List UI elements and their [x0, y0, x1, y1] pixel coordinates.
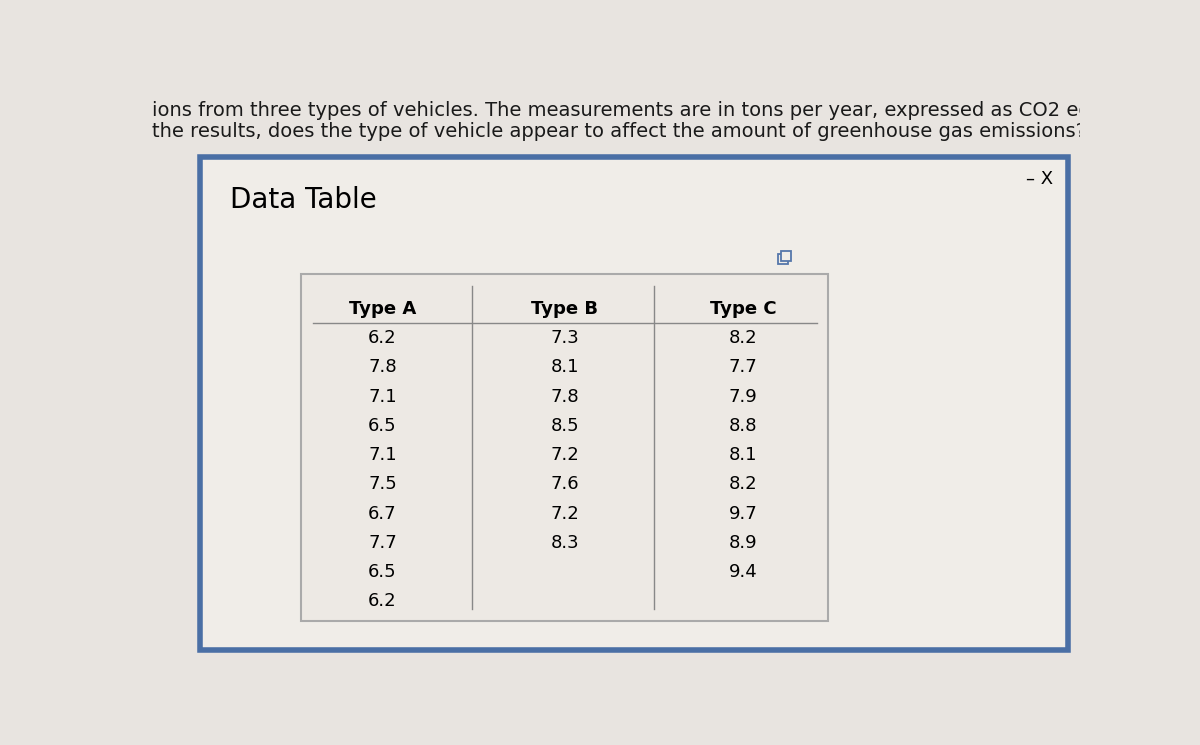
Text: 7.3: 7.3: [551, 329, 580, 347]
Text: 7.7: 7.7: [728, 358, 757, 376]
Text: 9.7: 9.7: [728, 504, 757, 523]
Text: 8.1: 8.1: [551, 358, 578, 376]
Text: 7.1: 7.1: [368, 446, 397, 464]
Bar: [301, 274, 828, 621]
Text: Type B: Type B: [532, 299, 598, 318]
Text: Data Table: Data Table: [230, 186, 377, 215]
Bar: [200, 157, 1068, 650]
Text: 9.4: 9.4: [728, 563, 757, 581]
Text: 6.5: 6.5: [368, 417, 397, 435]
Text: 7.8: 7.8: [551, 387, 578, 405]
Text: ions from three types of vehicles. The measurements are in tons per year, expres: ions from three types of vehicles. The m…: [151, 101, 1200, 120]
Text: 8.1: 8.1: [728, 446, 757, 464]
Text: 8.2: 8.2: [728, 329, 757, 347]
Text: 7.7: 7.7: [368, 534, 397, 552]
Bar: [778, 254, 788, 264]
Text: – X: – X: [1026, 170, 1052, 188]
Text: 7.6: 7.6: [551, 475, 578, 493]
Text: 7.2: 7.2: [551, 504, 580, 523]
Text: 8.8: 8.8: [728, 417, 757, 435]
Text: 6.2: 6.2: [368, 592, 397, 610]
Text: 8.5: 8.5: [551, 417, 578, 435]
Text: 6.2: 6.2: [368, 329, 397, 347]
Text: 7.5: 7.5: [368, 475, 397, 493]
Text: the results, does the type of vehicle appear to affect the amount of greenhouse : the results, does the type of vehicle ap…: [151, 121, 1086, 141]
Text: 7.9: 7.9: [728, 387, 757, 405]
Text: 7.2: 7.2: [551, 446, 580, 464]
Text: 6.7: 6.7: [368, 504, 397, 523]
Text: Type C: Type C: [709, 299, 776, 318]
Text: 6.5: 6.5: [368, 563, 397, 581]
Text: 7.1: 7.1: [368, 387, 397, 405]
Text: 8.9: 8.9: [728, 534, 757, 552]
Text: 8.3: 8.3: [551, 534, 578, 552]
Bar: [781, 251, 791, 261]
Text: 7.8: 7.8: [368, 358, 397, 376]
Text: 8.2: 8.2: [728, 475, 757, 493]
Text: Type A: Type A: [349, 299, 416, 318]
